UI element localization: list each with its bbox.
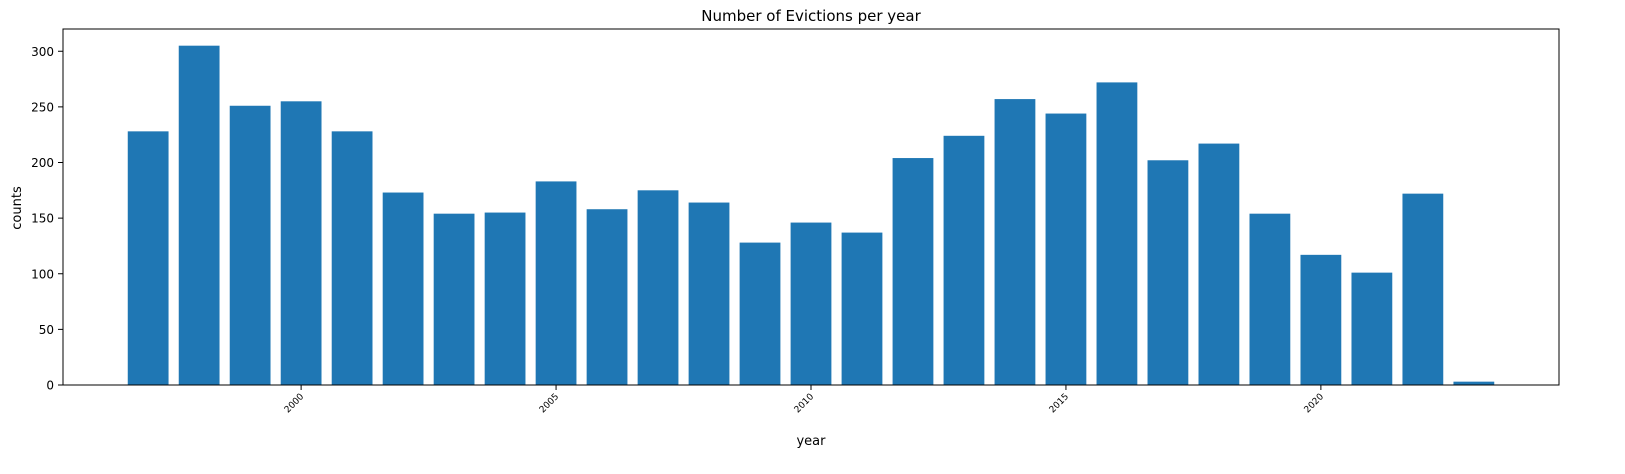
bar-2023 [1453,381,1495,385]
bar-1998 [178,45,220,385]
bar-2006 [586,209,628,385]
y-tick-label: 0 [46,379,54,393]
bar-2007 [637,190,679,385]
plot-frame [62,28,1560,386]
x-axis: 2000 2005 2010 2015 2020 [283,385,1326,415]
x-tick-label: 2010 [793,392,816,415]
bar-2020 [1300,254,1342,385]
y-tick-label: 200 [31,156,54,170]
bar-2012 [892,158,934,385]
y-tick-label: 100 [31,267,54,281]
bar-2008 [688,202,730,385]
bar-2004 [484,212,526,385]
x-tick-label: 2000 [283,392,306,415]
y-axis: 0 50 100 150 200 250 300 [31,45,63,393]
bar-2022 [1402,193,1444,385]
y-tick-label: 50 [39,323,54,337]
bar-2005 [535,181,577,385]
bar-2019 [1249,213,1291,385]
x-tick-label: 2005 [538,392,561,415]
y-tick-label: 300 [31,45,54,59]
bar-2001 [331,131,373,385]
bar-1999 [229,105,271,385]
chart-title: Number of Evictions per year [701,7,921,25]
bar-2009 [739,242,781,385]
x-axis-label: year [796,434,826,449]
bar-2018 [1198,143,1240,385]
bar-2016 [1096,82,1138,386]
bar-2003 [433,213,475,385]
x-tick-label: 2015 [1048,392,1071,415]
bar-2015 [1045,113,1087,386]
y-tick-label: 150 [31,212,54,226]
bars-group [127,45,1495,386]
bar-2017 [1147,160,1189,385]
bar-2014 [994,99,1036,386]
y-tick-label: 250 [31,100,54,114]
bar-1997 [127,131,169,385]
bar-2021 [1351,272,1393,385]
x-tick-label: 2020 [1303,392,1326,415]
bar-2000 [280,101,322,385]
bar-2011 [841,232,883,385]
bar-2010 [790,222,832,385]
bar-2013 [943,135,985,385]
y-axis-label: counts [10,186,25,230]
bar-2002 [382,192,424,385]
